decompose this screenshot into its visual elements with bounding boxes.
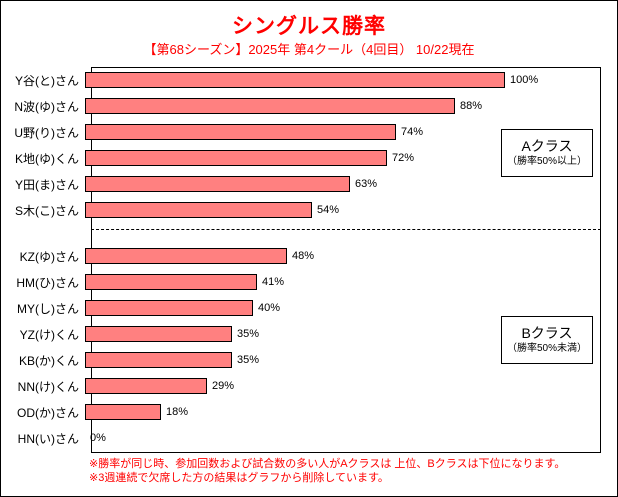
chart-subtitle: 【第68シーズン】2025年 第4クール（4回目） 10/22現在 [143,42,475,57]
bar [85,274,257,290]
value-label: 18% [166,406,189,418]
value-label: 35% [237,328,260,340]
chart-title: シングルス勝率 [232,15,386,38]
category-label: KB(か)くん [18,353,79,368]
bar [85,176,350,192]
bar [85,98,455,114]
bar-row: KZ(ゆ)さん 48% [1,243,617,269]
plot-region: Y谷(と)さん 100% N波(ゆ)さん 88% U野(り)さん 74% K地(ゆ)くん 72… [1,67,617,453]
class-divider-dashed-line [91,229,601,230]
value-label: 0% [90,432,106,444]
category-label: S木(こ)さん [15,203,79,218]
category-label: MY(し)さん [17,301,79,316]
category-label: HN(い)さん [17,431,79,446]
class-a-annotation-box: Aクラス （勝率50%以上） [501,129,593,177]
category-label: N波(ゆ)さん [14,99,79,114]
bar-row: MY(し)さん 40% [1,295,617,321]
category-label: U野(り)さん [14,125,79,140]
class-a-note: （勝率50%以上） [506,155,587,167]
value-label: 100% [510,74,539,86]
bar-row: NN(け)くん 29% [1,373,617,399]
class-a-label: Aクラス [521,138,573,154]
bar [85,326,232,342]
bar-row: KB(か)くん 35% [1,347,617,373]
category-label: KZ(ゆ)さん [19,249,79,264]
bar-row: K地(ゆ)くん 72% [1,145,617,171]
bar-row: U野(り)さん 74% [1,119,617,145]
bar [85,150,387,166]
bar-row: Y谷(と)さん 100% [1,67,617,93]
bar [85,124,396,140]
bar [85,352,232,368]
bar-row: HN(い)さん 0% [1,425,617,451]
class-b-label: Bクラス [521,325,573,341]
bar-row: HM(ひ)さん 41% [1,269,617,295]
bar [85,404,161,420]
class-b-note: （勝率50%未満） [506,342,587,354]
value-label: 74% [401,126,424,138]
bar-row: S木(こ)さん 54% [1,197,617,223]
category-label: YZ(け)くん [19,327,79,342]
bar [85,72,505,88]
value-label: 29% [212,380,235,392]
bar-row: YZ(け)くん 35% [1,321,617,347]
value-label: 72% [392,152,415,164]
bar [85,248,287,264]
bar [85,378,207,394]
value-label: 48% [292,250,315,262]
value-label: 63% [355,178,378,190]
value-label: 35% [237,354,260,366]
category-label: Y田(ま)さん [15,177,79,192]
bar-row: N波(ゆ)さん 88% [1,93,617,119]
bar-row: Y田(ま)さん 63% [1,171,617,197]
category-label: OD(か)さん [17,405,79,420]
footnote-line-1: ※勝率が同じ時、参加回数および試合数の多い人がAクラスは 上位、Bクラスは下位に… [89,458,566,470]
category-label: NN(け)くん [17,379,79,394]
bar-group-b: KZ(ゆ)さん 48% HM(ひ)さん 41% MY(し)さん 40% YZ(け)くん 35%… [1,243,617,451]
bar [85,300,253,316]
value-label: 88% [460,100,483,112]
category-label: K地(ゆ)くん [15,151,79,166]
bar [85,202,312,218]
value-label: 41% [262,276,285,288]
category-label: Y谷(と)さん [15,73,79,88]
category-label: HM(ひ)さん [16,275,79,290]
footnote-line-2: ※3週連続で欠席した方の結果はグラフから削除しています。 [89,472,389,484]
value-label: 54% [317,204,340,216]
bar-group-a: Y谷(と)さん 100% N波(ゆ)さん 88% U野(り)さん 74% K地(ゆ)くん 72… [1,67,617,223]
value-label: 40% [258,302,281,314]
class-b-annotation-box: Bクラス （勝率50%未満） [501,316,593,364]
footnotes: ※勝率が同じ時、参加回数および試合数の多い人がAクラスは 上位、Bクラスは下位に… [89,457,611,485]
bar-row: OD(か)さん 18% [1,399,617,425]
